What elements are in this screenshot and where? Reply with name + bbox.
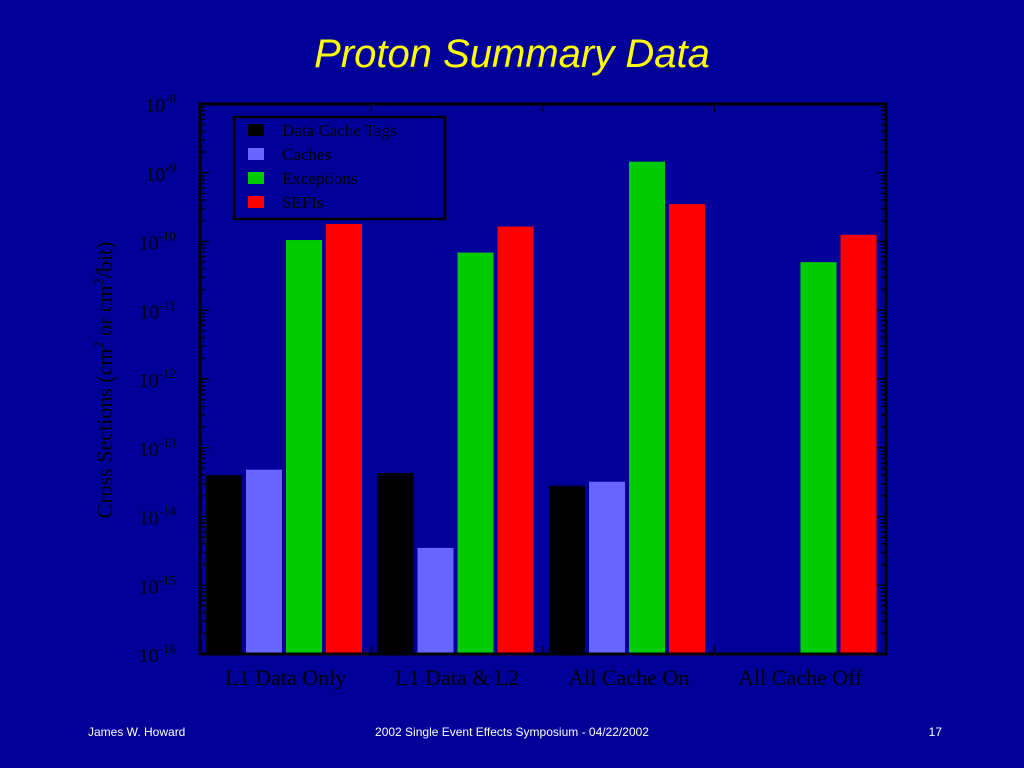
y-axis-label-base: Cross Sections (cm (92, 348, 117, 518)
y-tick-label-exponent: -16 (159, 641, 177, 656)
x-tick-label: All Cache Off (738, 665, 863, 690)
bar-1-2 (377, 472, 414, 654)
legend-swatch (248, 172, 264, 184)
axis-layer (198, 102, 888, 656)
bar-2-2 (417, 547, 454, 654)
footer-author: James W. Howard (88, 725, 186, 739)
y-tick-label-exponent: -12 (159, 366, 176, 381)
x-tick-label: L1 Data & L2 (395, 665, 519, 690)
bar-3-4 (800, 262, 837, 654)
legend-swatch (248, 124, 264, 136)
y-tick-label: 10-16 (139, 641, 177, 667)
y-tick-label: 10-12 (139, 366, 176, 392)
y-tick-label-exponent: -13 (159, 435, 176, 450)
x-tick-label: L1 Data Only (225, 665, 346, 690)
y-axis-label-end: /bit) (92, 242, 117, 279)
y-tick-label-base: 10 (139, 645, 159, 667)
bar-2-3 (589, 481, 625, 654)
y-tick-label: 10-9 (145, 160, 176, 186)
x-tick-labels: L1 Data Only L1 Data & L2 All Cache On All … (225, 665, 863, 690)
y-tick-label-exponent: -11 (159, 297, 176, 312)
y-tick-label-exponent: -15 (159, 572, 176, 587)
y-axis-label-mid: or cm (92, 285, 117, 341)
y-axis-label: Cross Sections (cm2 or cm2/bit) (92, 242, 117, 519)
y-tick-label-base: 10 (139, 370, 159, 392)
y-tick-label: 10-13 (139, 435, 176, 461)
bar-4-3 (669, 204, 705, 654)
y-tick-label-base: 10 (139, 576, 159, 598)
footer-page-number: 17 (928, 725, 942, 739)
bar-4-2 (497, 226, 534, 654)
y-tick-label-base: 10 (139, 508, 159, 530)
y-tick-label-exponent: -9 (165, 160, 176, 175)
legend-label: Data Cache Tags (282, 121, 397, 140)
legend-box (232, 115, 447, 221)
y-tick-label: 10-8 (145, 91, 176, 117)
bar-4-1 (326, 223, 362, 654)
x-tick-label: All Cache On (568, 665, 689, 690)
legend-label: Caches (282, 145, 331, 164)
bar-3-3 (629, 161, 665, 654)
y-tick-label-base: 10 (145, 164, 165, 186)
bar-3-1 (286, 240, 322, 655)
legend-swatch (248, 196, 264, 208)
y-tick-label: 10-14 (139, 504, 177, 530)
y-tick-label-exponent: -8 (165, 91, 176, 106)
y-tick-label-exponent: -10 (159, 229, 176, 244)
footer-event: 2002 Single Event Effects Symposium - 04… (375, 725, 649, 739)
y-tick-label-base: 10 (145, 95, 165, 117)
legend: Data Cache Tags Caches Exceptions SEFIs (232, 115, 447, 221)
slide-title: Proton Summary Data (314, 32, 710, 76)
y-tick-label: 10-15 (139, 572, 176, 598)
y-tick-label-base: 10 (139, 233, 159, 255)
y-tick-label-base: 10 (139, 301, 159, 323)
legend-label: Exceptions (282, 169, 358, 188)
bar-2-1 (246, 469, 282, 654)
y-tick-label: 10-11 (139, 297, 176, 323)
bar-3-2 (457, 252, 494, 654)
y-tick-label: 10-10 (139, 229, 176, 255)
y-tick-label-exponent: -14 (159, 504, 177, 519)
y-axis-label-exp2: 2 (92, 278, 107, 285)
bar-1-3 (549, 485, 585, 654)
y-tick-labels: 10-810-910-1010-1110-1210-1310-1410-1510… (139, 91, 177, 667)
bar-4-4 (840, 234, 877, 654)
bars-layer (206, 161, 877, 655)
legend-label: SEFIs (282, 193, 324, 212)
y-tick-label-base: 10 (139, 439, 159, 461)
legend-swatch (248, 148, 264, 160)
y-axis-label-exp1: 2 (92, 341, 107, 348)
bar-1-1 (206, 475, 242, 654)
